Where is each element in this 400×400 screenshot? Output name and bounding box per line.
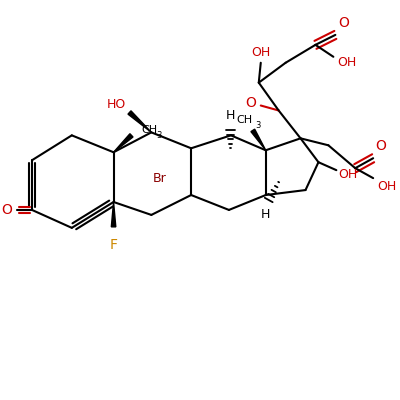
- Polygon shape: [128, 111, 151, 132]
- Polygon shape: [111, 202, 116, 227]
- Text: CH: CH: [237, 116, 253, 126]
- Text: Br: Br: [152, 172, 166, 185]
- Text: H: H: [261, 208, 270, 221]
- Polygon shape: [251, 129, 266, 150]
- Text: OH: OH: [339, 168, 358, 181]
- Text: H: H: [226, 110, 236, 122]
- Text: 3: 3: [256, 121, 261, 130]
- Text: HO: HO: [107, 98, 126, 111]
- Text: OH: OH: [251, 46, 270, 59]
- Text: F: F: [110, 238, 118, 252]
- Polygon shape: [114, 134, 133, 152]
- Text: OH: OH: [338, 56, 357, 69]
- Text: O: O: [245, 96, 256, 110]
- Text: OH: OH: [378, 180, 397, 192]
- Text: O: O: [376, 139, 386, 153]
- Text: O: O: [1, 203, 12, 217]
- Text: 3: 3: [156, 131, 162, 140]
- Text: O: O: [338, 16, 349, 30]
- Text: CH: CH: [142, 125, 158, 135]
